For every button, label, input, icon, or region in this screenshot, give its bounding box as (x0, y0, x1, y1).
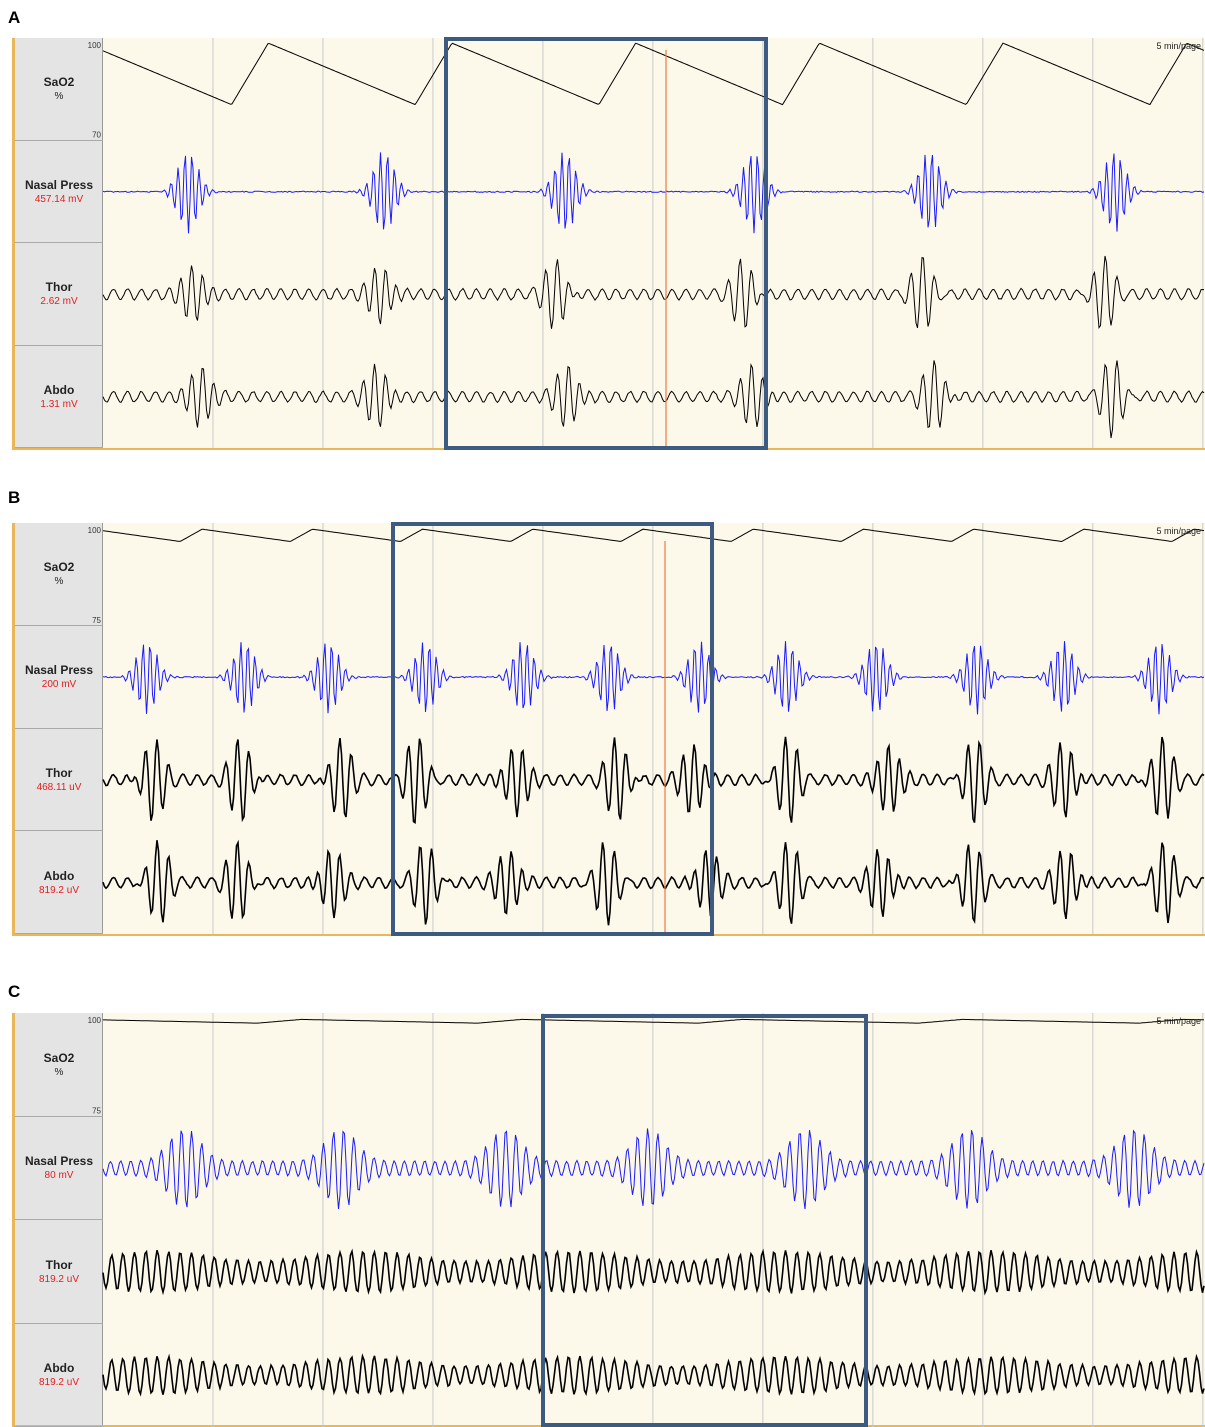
y-min-tick-label: 75 (92, 616, 101, 625)
y-max-tick-label: 100 (88, 526, 102, 535)
channel-name: Nasal Press (24, 663, 94, 678)
y-max-tick-label: 100 (88, 41, 102, 50)
channel-scale: 457.14 mV (34, 193, 84, 205)
trace-abdo (102, 839, 1205, 926)
trace-thor (102, 1248, 1205, 1296)
channel-label-nasal-press: Nasal Press 457.14 mV (15, 141, 103, 243)
trace-abdo (102, 1353, 1205, 1397)
highlight-box-b (391, 522, 714, 936)
channel-name: SaO2 (43, 75, 75, 90)
channel-label-abdo: Abdo 1.31 mV (15, 346, 103, 448)
channel-label-abdo: Abdo 819.2 uV (15, 831, 103, 934)
channel-label-thor: Thor 468.11 uV (15, 729, 103, 832)
trace-nasal-press (102, 641, 1205, 715)
channel-scale: % (54, 1066, 64, 1078)
highlight-box-c (541, 1014, 868, 1427)
channel-labels: SaO2% Nasal Press 200 mV Thor 468.11 uV Abdo 8… (15, 523, 103, 934)
channel-scale: 1.31 mV (40, 398, 78, 410)
page-speed: 5 min/page (1156, 526, 1201, 536)
channel-label-abdo: Abdo 819.2 uV (15, 1324, 103, 1427)
channel-label-nasal-press: Nasal Press 80 mV (15, 1117, 103, 1220)
channel-scale: 819.2 uV (38, 1273, 80, 1285)
highlight-box-a (444, 37, 768, 450)
channel-label-sao2: SaO2% (15, 523, 103, 626)
panel-a: SaO2% Nasal Press 457.14 mV Thor 2.62 mV Abdo… (12, 38, 1205, 450)
y-max-tick-label: 100 (88, 1016, 102, 1025)
channel-labels: SaO2% Nasal Press 457.14 mV Thor 2.62 mV Abdo… (15, 38, 103, 448)
y-min-tick-label: 75 (92, 1107, 101, 1116)
page-speed: 5 min/page (1156, 41, 1201, 51)
panel-c-label: C (8, 982, 21, 1001)
channel-scale: 468.11 uV (36, 781, 82, 793)
y-min-tick-label: 70 (92, 131, 101, 140)
channel-name: Nasal Press (24, 1154, 94, 1169)
channel-name: SaO2 (43, 560, 75, 575)
trace-abdo (102, 360, 1205, 439)
panel-b-label: B (8, 488, 21, 507)
channel-scale: % (54, 576, 64, 588)
channel-name: Thor (45, 280, 73, 295)
channel-labels: SaO2% Nasal Press 80 mV Thor 819.2 uV Abdo 819… (15, 1013, 103, 1427)
page-speed: 5 min/page (1156, 1016, 1201, 1026)
trace-sao2 (102, 42, 1205, 106)
channel-label-thor: Thor 819.2 uV (15, 1220, 103, 1324)
channel-name: SaO2 (43, 1050, 75, 1065)
trace-sao2 (102, 528, 1205, 543)
channel-label-nasal-press: Nasal Press 200 mV (15, 626, 103, 729)
channel-label-thor: Thor 2.62 mV (15, 243, 103, 346)
trace-sao2 (103, 1018, 1205, 1024)
panel-b-plot: 100 75 (88, 523, 1205, 934)
panel-a-plot: 100 70 (88, 38, 1205, 448)
channel-name: Abdo (43, 1361, 75, 1376)
trace-nasal-press (102, 1128, 1205, 1210)
channel-scale: 80 mV (44, 1170, 74, 1182)
panel-a-label: A (8, 8, 21, 27)
channel-name: Nasal Press (24, 177, 94, 192)
channel-scale: 819.2 uV (38, 884, 80, 896)
channel-label-sao2: SaO2% (15, 1013, 103, 1117)
panel-b: SaO2% Nasal Press 200 mV Thor 468.11 uV Abdo 8… (12, 523, 1205, 936)
channel-scale: 2.62 mV (40, 296, 78, 308)
channel-name: Abdo (43, 382, 75, 397)
trace-thor (102, 255, 1205, 329)
channel-name: Abdo (43, 868, 75, 883)
panel-c: SaO2% Nasal Press 80 mV Thor 819.2 uV Abdo 819… (12, 1013, 1205, 1427)
channel-scale: 200 mV (41, 679, 77, 691)
channel-scale: % (54, 91, 64, 103)
trace-nasal-press (102, 152, 1205, 234)
channel-label-sao2: SaO2% (15, 38, 103, 141)
channel-name: Thor (45, 765, 73, 780)
channel-scale: 819.2 uV (38, 1377, 80, 1389)
channel-name: Thor (45, 1257, 73, 1272)
trace-thor (102, 736, 1205, 825)
